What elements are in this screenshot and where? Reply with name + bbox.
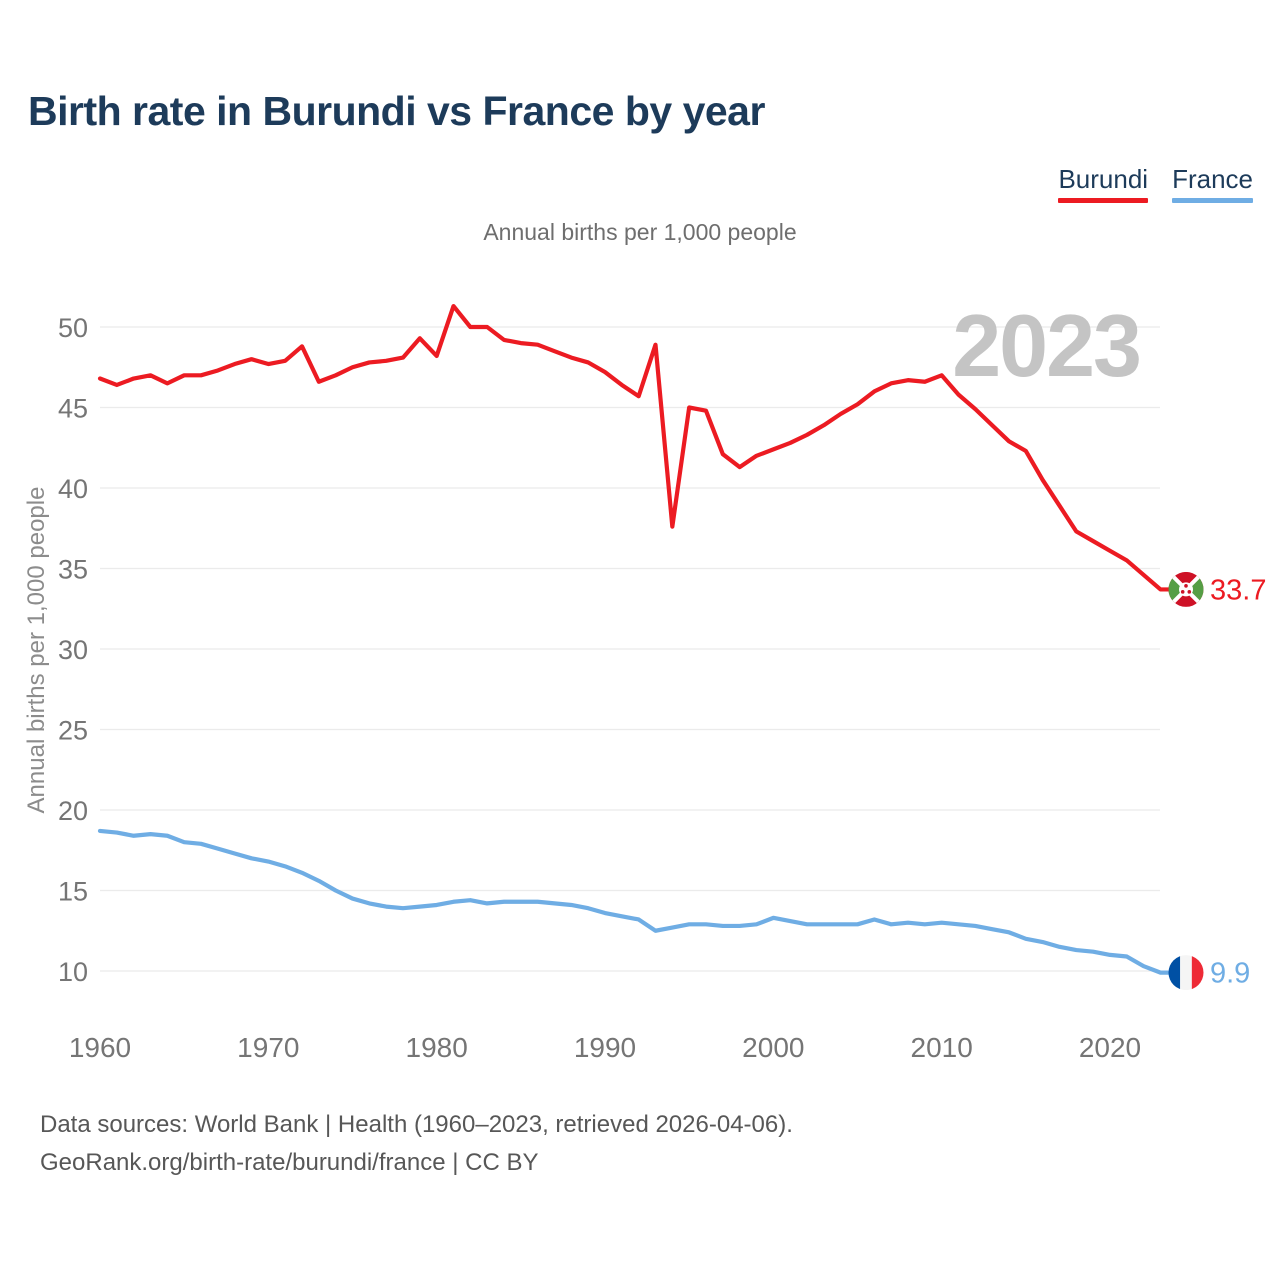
page-title: Birth rate in Burundi vs France by year [28,88,765,134]
footer-attribution: GeoRank.org/birth-rate/burundi/france | … [40,1149,539,1176]
x-tick-label: 1970 [237,1032,299,1063]
end-value-label-france: 9.9 [1210,958,1250,990]
x-tick-label: 1980 [406,1032,468,1063]
x-tick-label: 1990 [574,1032,636,1063]
legend-label-france: France [1172,164,1253,194]
y-tick-label: 35 [58,555,88,585]
y-tick-label: 15 [58,877,88,907]
chart-svg: 10 15 20 25 30 35 40 45 50 1960 1970 1980 1990 2000 20… [23,296,1266,1063]
legend-item-burundi[interactable]: Burundi [1058,164,1149,203]
footer: Data sources: World Bank | Health (1960–… [40,1106,793,1182]
y-tick-label: 30 [58,635,88,665]
legend-color-bar-burundi [1058,198,1149,203]
footer-sources: Data sources: World Bank | Health (1960–… [40,1111,793,1138]
legend-label-burundi: Burundi [1058,164,1149,194]
y-axis-title: Annual births per 1,000 people [23,487,50,814]
y-tick-label: 40 [58,474,88,504]
y-tick-label: 25 [58,716,88,746]
france-flag-icon [1168,955,1204,991]
year-watermark: 2023 [952,296,1140,395]
x-tick-label: 1960 [69,1032,131,1063]
chart-subtitle: Annual births per 1,000 people [483,219,797,245]
legend: Burundi France [1058,164,1253,203]
x-tick-label: 2000 [742,1032,804,1063]
end-value-label-burundi: 33.7 [1210,574,1266,606]
y-tick-label: 10 [58,957,88,987]
y-tick-label: 20 [58,796,88,826]
y-tick-label: 45 [58,394,88,424]
legend-color-bar-france [1172,198,1253,203]
series-line-france [97,828,1175,975]
series-line-burundi [97,303,1175,592]
y-tick-label: 50 [58,313,88,343]
legend-item-france[interactable]: France [1172,164,1253,203]
x-tick-label: 2010 [911,1032,973,1063]
burundi-flag-icon [1168,571,1204,607]
x-tick-label: 2020 [1079,1032,1141,1063]
